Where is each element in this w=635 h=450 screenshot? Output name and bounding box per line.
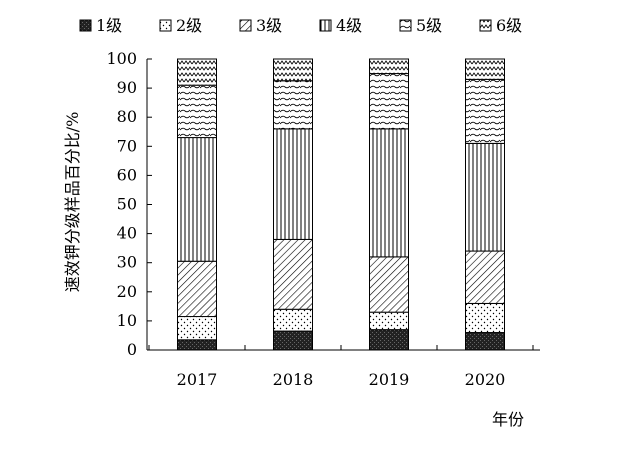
bars bbox=[177, 58, 505, 351]
bar-segment bbox=[273, 238, 313, 310]
x-axis-label: 年份 bbox=[492, 410, 524, 429]
legend-swatch bbox=[479, 19, 492, 32]
legend-item: 2级 bbox=[159, 16, 202, 35]
y-tick-label: 70 bbox=[117, 136, 137, 155]
y-tick-label: 50 bbox=[117, 195, 137, 214]
y-tick-label: 40 bbox=[117, 224, 137, 243]
x-tick-label: 2019 bbox=[369, 370, 410, 389]
legend-swatch bbox=[399, 19, 412, 32]
legend-label: 5级 bbox=[416, 16, 442, 35]
bar-segment bbox=[465, 142, 505, 252]
legend-item: 5级 bbox=[399, 16, 442, 35]
bar-segment bbox=[273, 308, 313, 332]
bar-segment bbox=[465, 58, 505, 80]
x-tick-label: 2020 bbox=[465, 370, 506, 389]
bar-segment bbox=[465, 78, 505, 144]
legend-item: 6级 bbox=[479, 16, 522, 35]
bar-segment bbox=[465, 302, 505, 334]
bar-segment bbox=[369, 311, 409, 331]
legend-label: 2级 bbox=[176, 16, 202, 35]
y-tick-label: 0 bbox=[127, 340, 137, 359]
bar-segment bbox=[369, 58, 409, 75]
legend-item: 4级 bbox=[319, 16, 362, 35]
bar-stack-2018 bbox=[273, 58, 313, 351]
y-tick-label: 100 bbox=[106, 49, 137, 68]
x-tick-label: 2017 bbox=[177, 370, 218, 389]
bar-segment bbox=[273, 128, 313, 240]
bar-segment bbox=[177, 260, 217, 318]
bar-segment bbox=[177, 58, 217, 86]
bar-segment bbox=[273, 58, 313, 82]
y-tick-label: 10 bbox=[117, 311, 137, 330]
legend-label: 4级 bbox=[336, 16, 362, 35]
bar-stack-2017 bbox=[177, 58, 217, 351]
bar-segment bbox=[177, 84, 217, 139]
bar-segment bbox=[177, 137, 217, 262]
bar-stack-2020 bbox=[465, 58, 505, 351]
bar-segment bbox=[369, 73, 409, 130]
bar-stack-2019 bbox=[369, 58, 409, 351]
y-tick-label: 80 bbox=[117, 107, 137, 126]
legend-item: 3级 bbox=[239, 16, 282, 35]
y-tick-label: 90 bbox=[117, 78, 137, 97]
legend-label: 3级 bbox=[256, 16, 282, 35]
legend-label: 1级 bbox=[96, 16, 122, 35]
legend-swatch bbox=[239, 19, 252, 32]
bar-segment bbox=[177, 316, 217, 341]
y-axis-label: 速效钾分级样品百分比/% bbox=[63, 112, 82, 293]
legend-swatch bbox=[319, 19, 332, 32]
bar-segment bbox=[369, 256, 409, 313]
y-tick-label: 60 bbox=[117, 165, 137, 184]
bar-segment bbox=[177, 339, 217, 351]
legend-label: 6级 bbox=[496, 16, 522, 35]
legend: 1级 2级 3级 4级 5级 6级 bbox=[79, 16, 522, 35]
legend-item: 1级 bbox=[79, 16, 122, 35]
bar-segment bbox=[273, 330, 313, 351]
bar-segment bbox=[465, 332, 505, 351]
bar-segment bbox=[465, 250, 505, 304]
y-tick-label: 30 bbox=[117, 253, 137, 272]
axes: 0 10 20 30 40 50 60 70 80 90 100 2017 2018 2019 2020 bbox=[106, 49, 540, 389]
legend-swatch bbox=[159, 19, 172, 32]
legend-swatch bbox=[79, 19, 92, 32]
bar-segment bbox=[273, 80, 313, 130]
y-tick-label: 20 bbox=[117, 282, 137, 301]
x-tick-label: 2018 bbox=[273, 370, 314, 389]
bar-segment bbox=[369, 128, 409, 258]
bar-segment bbox=[369, 329, 409, 351]
